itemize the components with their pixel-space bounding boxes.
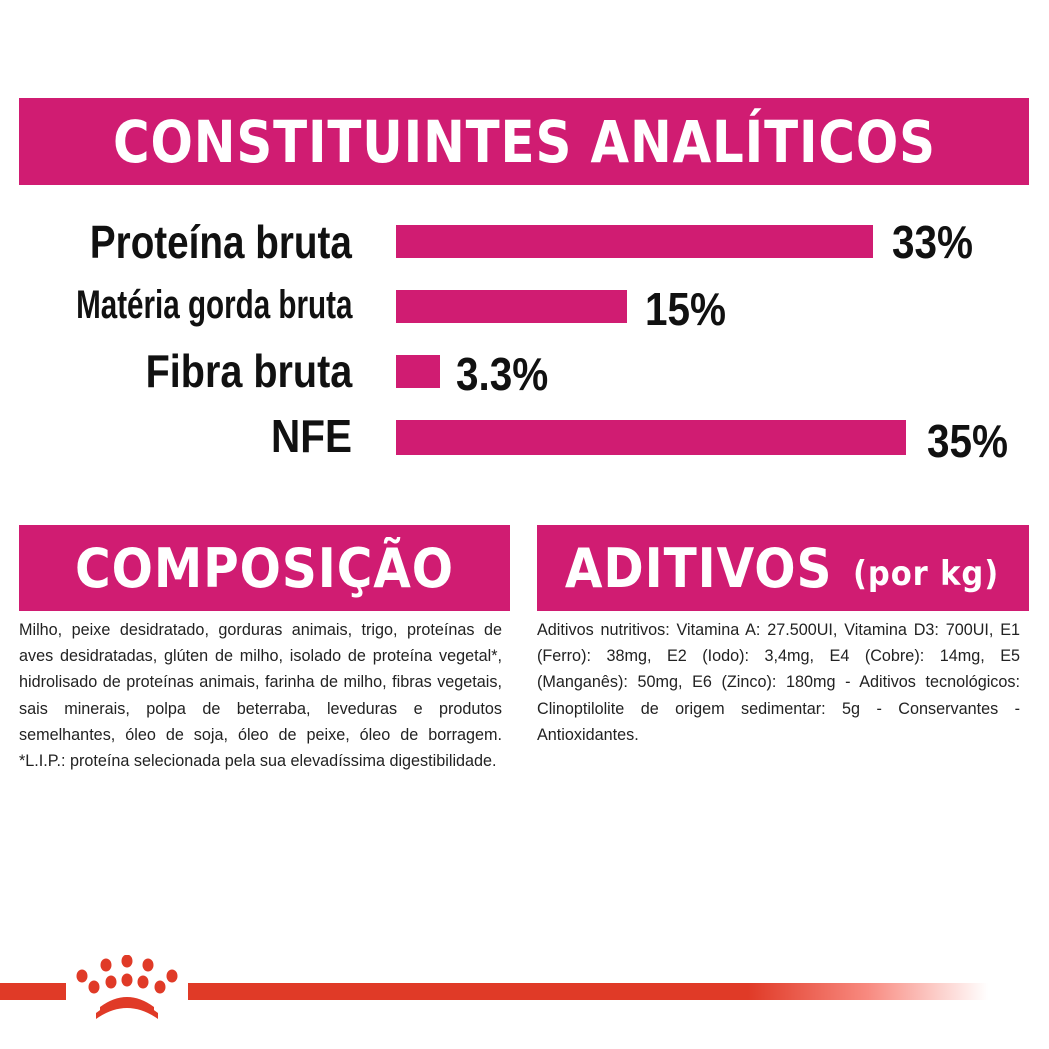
composition-header: COMPOSIÇÃO <box>19 525 510 611</box>
additives-subtitle: (por kg) <box>853 554 1000 594</box>
additives-header: ADITIVOS (por kg) <box>537 525 1029 611</box>
banner-title: CONSTITUINTES ANALÍTICOS <box>112 107 936 176</box>
bar <box>396 290 627 323</box>
bar <box>396 420 906 455</box>
bar-value: 15% <box>645 283 727 335</box>
additives-title: ADITIVOS <box>565 536 833 600</box>
footer-line-right <box>188 983 988 1000</box>
bar-value: 35% <box>927 415 1009 467</box>
row-label: Fibra bruta <box>145 345 352 397</box>
composition-text: Milho, peixe desidratado, gorduras anima… <box>19 621 502 771</box>
footer-line-left <box>0 983 66 1000</box>
bar-value: 3.3% <box>456 348 549 400</box>
row-label: Matéria gorda bruta <box>75 283 352 327</box>
chart-row-fiber: Fibra bruta 3.3% <box>0 345 1049 400</box>
bar <box>396 355 440 388</box>
analytical-constituents-banner: CONSTITUINTES ANALÍTICOS <box>19 98 1029 185</box>
row-label: NFE <box>271 410 352 462</box>
row-label: Proteína bruta <box>90 216 352 268</box>
crown-logo-icon <box>66 954 188 1023</box>
additives-text: Aditivos nutritivos: Vitamina A: 27.500U… <box>537 621 1020 744</box>
chart-row-protein: Proteína bruta 33% <box>0 216 1049 268</box>
composition-title: COMPOSIÇÃO <box>75 536 454 600</box>
chart-row-nfe: NFE 35% <box>0 410 1049 467</box>
bar-value: 33% <box>892 216 974 268</box>
chart-row-fat: Matéria gorda bruta 15% <box>0 283 1049 335</box>
bar <box>396 225 873 258</box>
